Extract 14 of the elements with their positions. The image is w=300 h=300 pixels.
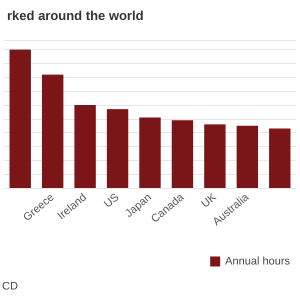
bar (106, 109, 128, 188)
bar (10, 50, 31, 188)
bar (236, 126, 258, 188)
x-tick-label: UK (199, 190, 220, 210)
bar (172, 120, 194, 188)
text: CD (2, 280, 18, 292)
bar (139, 117, 161, 188)
bar (204, 124, 226, 188)
bar (74, 105, 96, 188)
bar (42, 74, 64, 188)
chart-title: rked around the world (7, 8, 144, 23)
bar (269, 128, 290, 188)
x-tick-label: US (102, 191, 122, 210)
legend-label: Annual hours (225, 256, 290, 268)
